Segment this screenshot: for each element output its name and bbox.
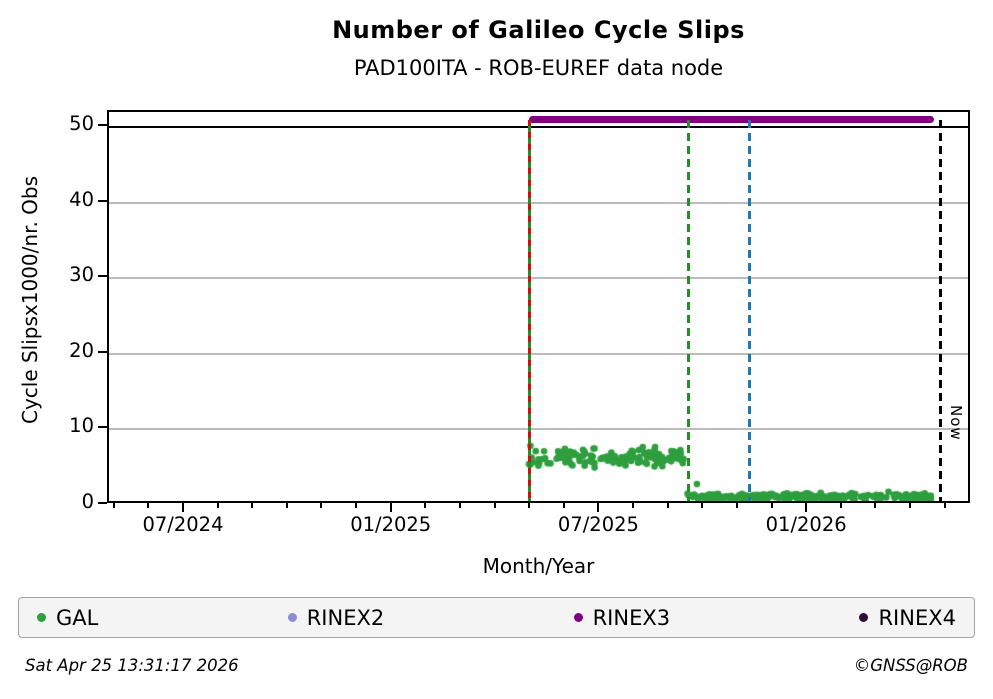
y-tick-label-0: 0 xyxy=(81,490,94,513)
x-major-tick xyxy=(597,503,600,512)
x-minor-tick xyxy=(493,503,496,508)
x-minor-tick xyxy=(285,503,288,508)
x-minor-tick xyxy=(701,503,704,508)
x-minor-tick xyxy=(251,503,254,508)
y-tick-label-20: 20 xyxy=(69,338,94,362)
y-tick-50 xyxy=(98,124,107,127)
x-major-tick xyxy=(805,503,808,512)
rinex3-marker-icon xyxy=(573,613,583,622)
event-blue-dashed xyxy=(747,120,751,501)
y-tick-label-50: 50 xyxy=(69,112,94,136)
rinex2-marker-icon xyxy=(287,613,297,622)
x-tick-label-07/2025: 07/2025 xyxy=(557,513,639,536)
event-green-solid-red-dashed-overlay xyxy=(527,120,531,501)
legend-label-rinex3: RINEX3 xyxy=(592,605,671,630)
x-minor-tick xyxy=(355,503,358,508)
credit-text: ©GNSS@ROB xyxy=(853,656,968,675)
x-minor-tick xyxy=(839,503,842,508)
legend-label-rinex2: RINEX2 xyxy=(306,605,385,630)
now-label: Now xyxy=(947,405,965,441)
gal-scatter-canvas xyxy=(109,112,968,501)
legend-item-rinex4: RINEX4 xyxy=(859,606,956,630)
timestamp-text: Sat Apr 25 13:31:17 2026 xyxy=(25,656,239,675)
rinex4-marker-icon xyxy=(859,613,869,622)
x-tick-label-07/2024: 07/2024 xyxy=(142,513,224,536)
y-tick-label-40: 40 xyxy=(69,187,94,211)
plot-area: Now xyxy=(107,110,970,503)
x-minor-tick xyxy=(735,503,738,508)
y-tick-10 xyxy=(98,426,107,429)
x-minor-tick xyxy=(666,503,669,508)
x-minor-tick xyxy=(770,503,773,508)
now-line xyxy=(938,120,942,501)
x-minor-tick xyxy=(112,503,115,508)
x-tick-label-01/2025: 01/2025 xyxy=(350,513,432,536)
y-tick-40 xyxy=(98,199,107,202)
legend-label-gal: GAL xyxy=(56,605,99,630)
x-minor-tick xyxy=(528,503,531,508)
chart-subtitle: PAD100ITA - ROB-EUREF data node xyxy=(353,56,724,80)
x-major-tick xyxy=(182,503,184,512)
y-tick-20 xyxy=(98,350,107,353)
x-major-tick xyxy=(389,503,392,512)
x-minor-tick xyxy=(216,503,219,508)
legend-item-rinex3: RINEX3 xyxy=(573,605,671,630)
legend-item-rinex2: RINEX2 xyxy=(287,605,385,630)
x-minor-tick xyxy=(424,503,427,508)
x-minor-tick xyxy=(874,503,877,508)
x-tick-label-01/2026: 01/2026 xyxy=(765,513,847,536)
x-minor-tick xyxy=(320,503,323,508)
legend-item-gal: GAL xyxy=(37,606,98,630)
x-minor-tick xyxy=(458,503,461,508)
y-axis-label: Cycle Slipsx1000/nr. Obs xyxy=(18,175,42,425)
rinex3-band xyxy=(529,116,934,124)
y-tick-0 xyxy=(98,502,107,504)
x-minor-tick xyxy=(943,503,946,508)
y-tick-label-10: 10 xyxy=(69,414,94,438)
chart-title: Number of Galileo Cycle Slips xyxy=(332,16,745,44)
event-green-dashed xyxy=(686,120,690,501)
x-minor-tick xyxy=(632,503,635,508)
x-minor-tick xyxy=(147,503,150,508)
y-tick-label-30: 30 xyxy=(69,263,94,287)
gal-marker-icon xyxy=(37,613,46,622)
legend: GAL RINEX2 RINEX3 RINEX4 xyxy=(18,597,975,638)
x-minor-tick xyxy=(562,503,565,508)
y-tick-30 xyxy=(98,275,107,278)
x-axis-label: Month/Year xyxy=(482,554,595,578)
x-minor-tick xyxy=(909,503,912,508)
legend-label-rinex4: RINEX4 xyxy=(878,605,956,630)
